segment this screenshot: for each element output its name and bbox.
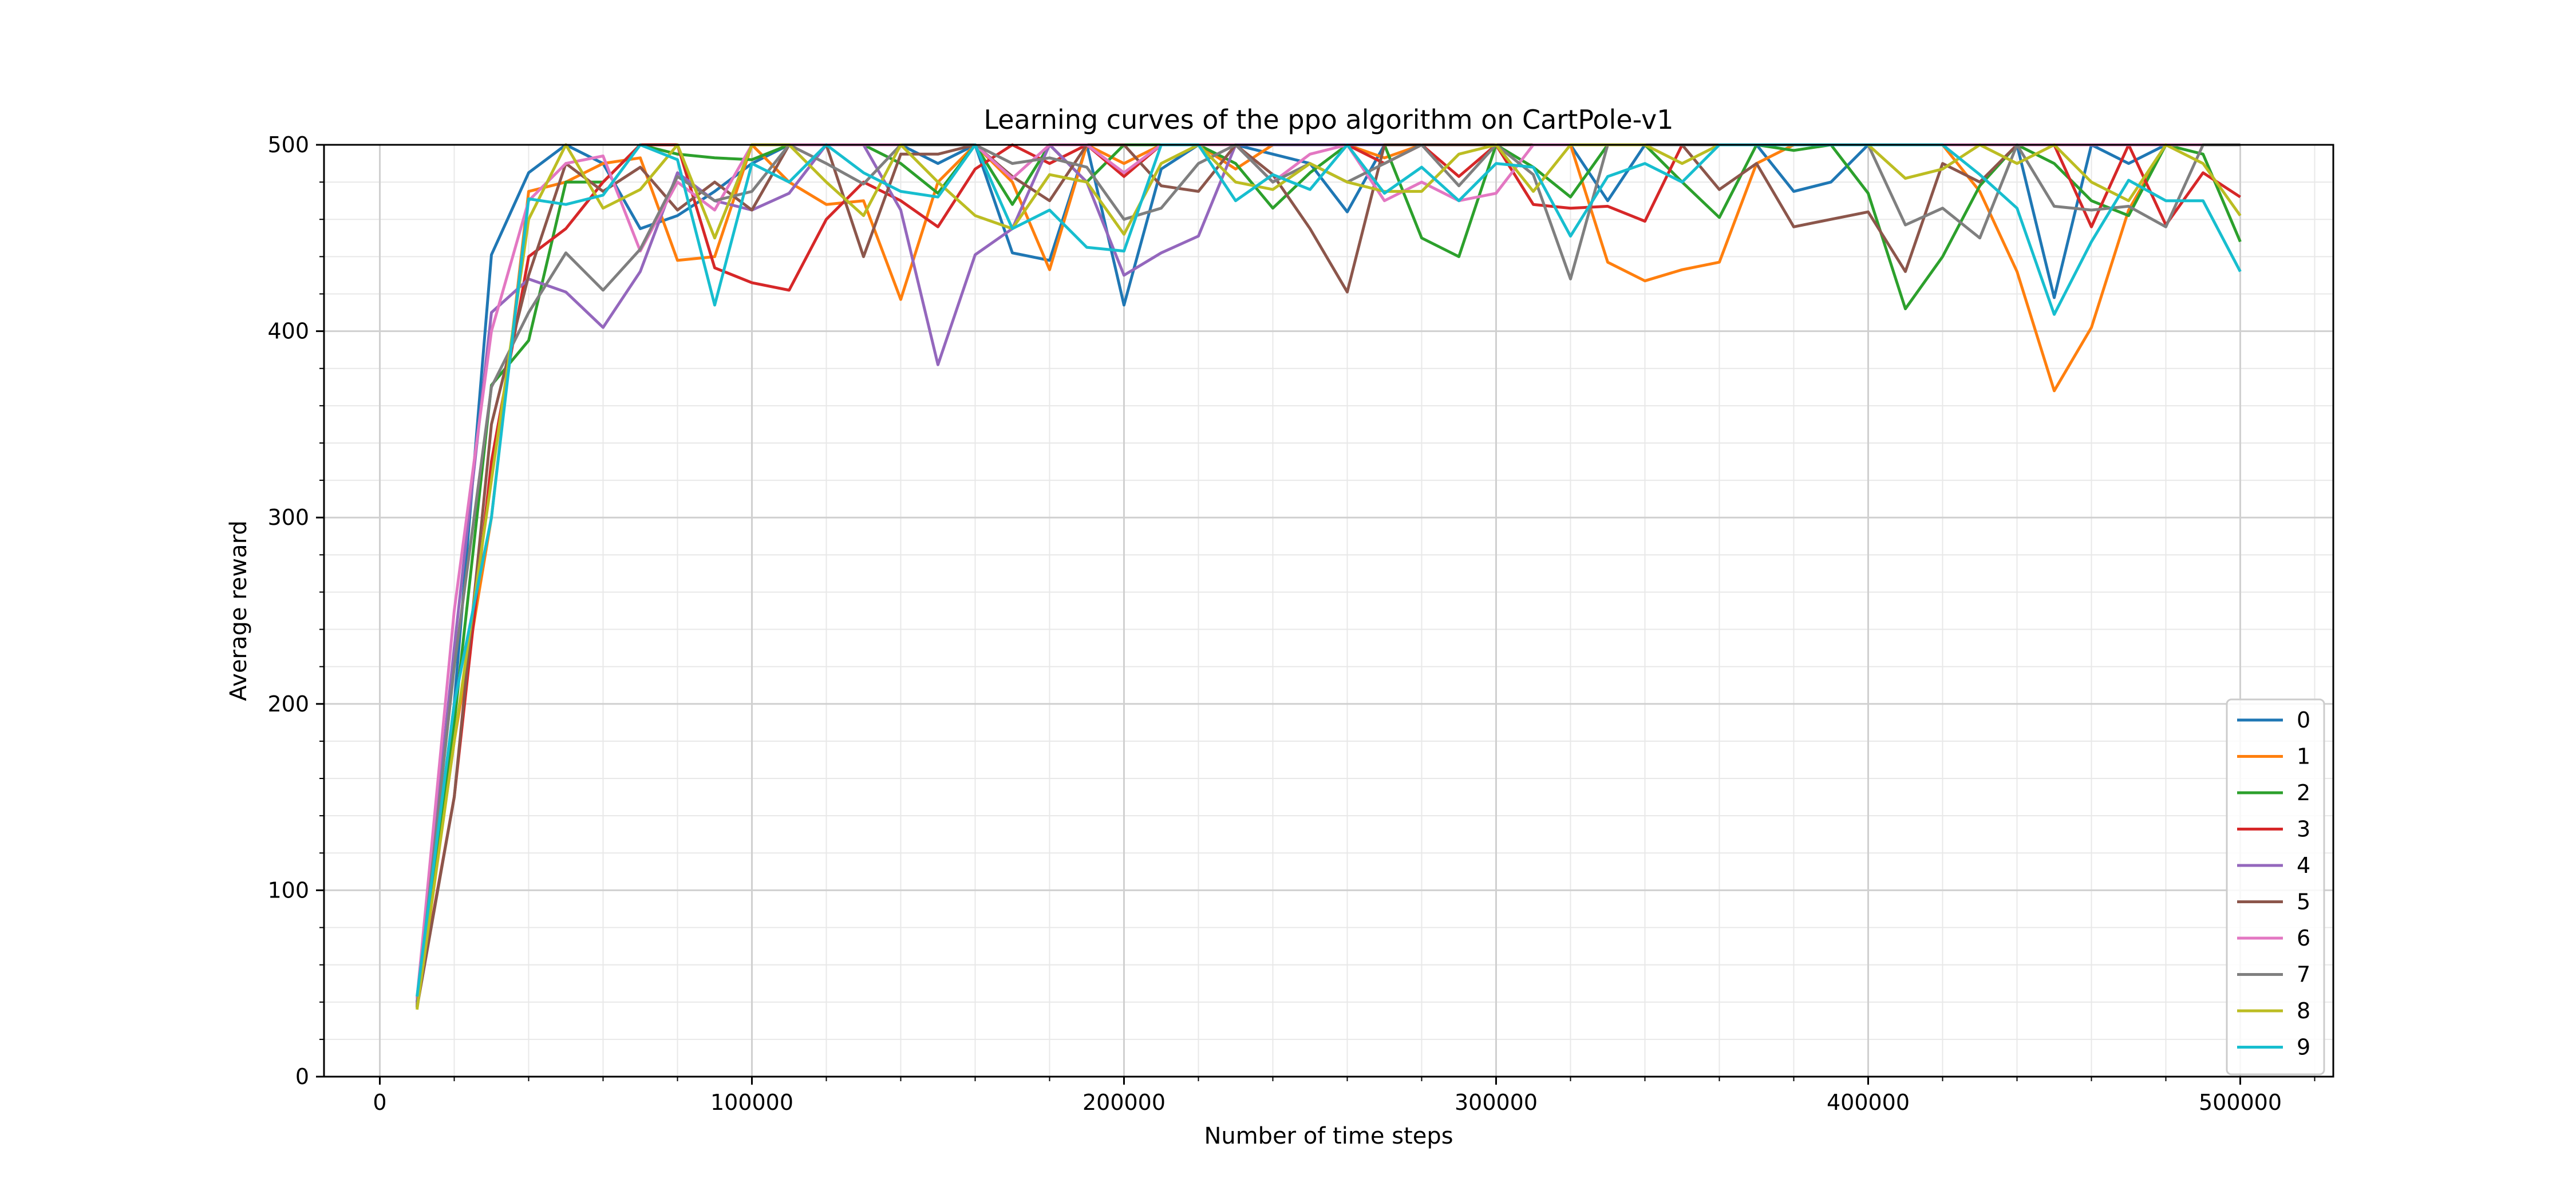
series-line-8 (416, 143, 2242, 1010)
y-tick-label: 300 (267, 505, 309, 530)
x-tick-label: 100000 (710, 1090, 793, 1115)
y-tick-label: 400 (267, 319, 309, 344)
axis-ticks: 0 100000 200000 300000 400000 500000010020030… (267, 132, 2316, 1115)
legend-label: 3 (2297, 817, 2310, 842)
legend-label: 9 (2297, 1035, 2310, 1060)
x-tick-label: 300000 (1455, 1090, 1538, 1115)
minor-grid (324, 145, 2333, 1077)
x-tick-label: 0 (373, 1090, 386, 1115)
y-tick-label: 100 (267, 877, 309, 903)
y-tick-label: 200 (267, 691, 309, 717)
x-tick-label: 400000 (1827, 1090, 1910, 1115)
y-tick-label: 0 (295, 1064, 309, 1089)
legend-label: 6 (2297, 926, 2310, 951)
legend: 0 1 2 3 4 5 6 7 8 9 (2226, 698, 2325, 1076)
legend-label: 5 (2297, 889, 2310, 915)
series-line-2 (416, 143, 2242, 1008)
y-tick-label: 500 (267, 132, 309, 157)
legend-label: 7 (2297, 962, 2310, 987)
legend-label: 2 (2297, 780, 2310, 805)
x-tick-label: 500000 (2199, 1090, 2282, 1115)
legend-label: 8 (2297, 998, 2310, 1023)
legend-label: 0 (2297, 707, 2310, 733)
legend-label: 1 (2297, 744, 2310, 769)
chart-title: Learning curves of the ppo algorithm on … (983, 104, 1673, 135)
plot-frame (323, 144, 2334, 1078)
x-axis-label: Number of time steps (1204, 1123, 1453, 1149)
y-axis-label: Average reward (226, 520, 252, 701)
series-line-5 (416, 143, 2241, 1008)
legend-label: 4 (2297, 853, 2310, 878)
x-tick-label: 200000 (1082, 1090, 1165, 1115)
